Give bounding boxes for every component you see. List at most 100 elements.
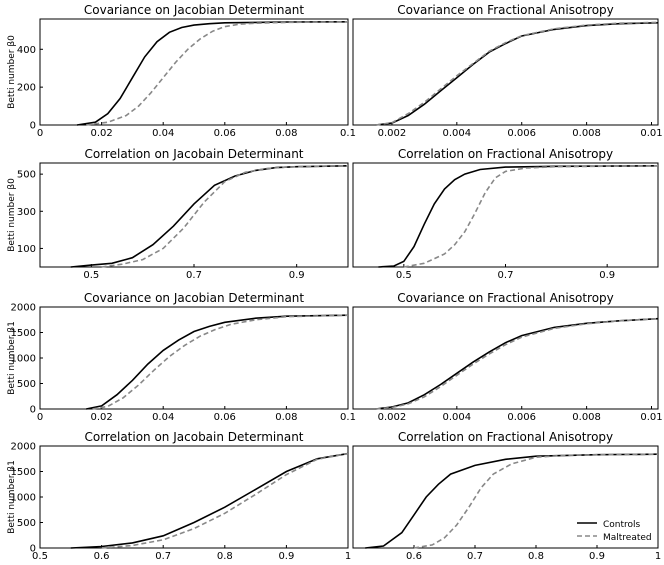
panel-title: Covariance on Fractional Anisotropy — [397, 3, 614, 17]
x-tick-label: 0.01 — [640, 412, 662, 423]
x-tick-label: 0.02 — [90, 128, 112, 139]
x-tick-label: 0.9 — [589, 551, 605, 562]
x-tick-label: 0.006 — [507, 128, 536, 139]
x-tick-label: 0.1 — [340, 412, 356, 423]
panel-7: Correlation on Jacobain Determinant 0.5 0.… — [7, 430, 351, 562]
y-tick-label: 1500 — [11, 328, 36, 339]
x-tick-label: 0.006 — [507, 412, 536, 423]
y-tick-label: 2000 — [11, 303, 36, 314]
y-tick-label: 0 — [30, 405, 36, 416]
series-maltreated-line — [101, 452, 349, 549]
x-tick-label: 0.04 — [152, 128, 174, 139]
plot-frame — [39, 18, 349, 126]
series-controls-line — [70, 452, 349, 549]
legend-maltreated-label: Maltreated — [603, 533, 652, 543]
plot-frame — [352, 306, 659, 410]
plot-frame — [39, 445, 349, 549]
y-tick-label: 200 — [17, 83, 36, 94]
panel-4: Correlation on Fractional Anisotropy 0.5 0… — [352, 147, 659, 281]
x-tick-label: 0.1 — [340, 128, 356, 139]
y-tick-label: 2000 — [11, 442, 36, 453]
series-maltreated-line — [86, 21, 349, 126]
panel-title: Covariance on Fractional Anisotropy — [397, 291, 614, 305]
x-tick-label: 0.5 — [32, 551, 48, 562]
plot-frame — [39, 162, 349, 268]
panel-8: Correlation on Fractional Anisotropy 0.6 0… — [352, 430, 661, 562]
x-tick-label: 0.8 — [528, 551, 544, 562]
x-tick-label: 0.008 — [572, 128, 601, 139]
series-controls-line — [70, 165, 349, 268]
plot-frame — [352, 162, 659, 268]
x-tick-label: 0.9 — [278, 551, 294, 562]
series-maltreated-line — [375, 21, 659, 126]
series-maltreated-line — [403, 165, 659, 268]
plot-frame — [39, 306, 349, 410]
x-tick-label: 0.7 — [186, 270, 202, 281]
y-tick-label: 0 — [30, 544, 36, 555]
x-tick-label: 0.002 — [378, 412, 407, 423]
series-maltreated-line — [101, 165, 349, 268]
x-tick-label: 0.5 — [83, 270, 99, 281]
panel-title: Correlation on Jacobain Determinant — [84, 430, 303, 444]
x-tick-label: 0.6 — [406, 551, 422, 562]
x-tick-label: 1 — [345, 551, 351, 562]
x-tick-label: 1 — [655, 551, 661, 562]
y-axis-label: Betti number β1 — [7, 460, 17, 534]
y-tick-label: 100 — [17, 244, 36, 255]
series-controls-line — [76, 21, 349, 126]
series-controls-line — [378, 165, 659, 268]
x-tick-label: 0.9 — [289, 270, 305, 281]
x-tick-label: 0.06 — [214, 128, 236, 139]
x-tick-label: 0.002 — [378, 128, 407, 139]
plot-frame — [352, 18, 659, 126]
series-maltreated-line — [413, 453, 659, 549]
x-tick-label: 0 — [37, 128, 43, 139]
y-tick-label: 0 — [30, 121, 36, 132]
series-controls-line — [86, 314, 349, 410]
x-tick-label: 0.04 — [152, 412, 174, 423]
panel-3: Correlation on Jacobain Determinant 0.5 0.… — [7, 147, 349, 281]
x-tick-label: 0.02 — [90, 412, 112, 423]
x-tick-label: 0.008 — [572, 412, 601, 423]
panel-6: Covariance on Fractional Anisotropy 0.002… — [352, 291, 663, 423]
panel-5: Covariance on Jacobian Determinant 0 0.02 0… — [7, 291, 356, 423]
series-controls-line — [375, 317, 659, 410]
panel-title: Correlation on Fractional Anisotropy — [398, 147, 613, 161]
series-controls-line — [375, 22, 659, 126]
x-tick-label: 0.7 — [467, 551, 483, 562]
x-tick-label: 0.06 — [214, 412, 236, 423]
panel-2: Covariance on Fractional Anisotropy 0.002… — [352, 3, 663, 139]
y-tick-label: 500 — [17, 518, 36, 529]
y-tick-label: 500 — [17, 170, 36, 181]
y-axis-label: Betti number β0 — [7, 178, 17, 252]
x-tick-label: 0.004 — [443, 412, 472, 423]
x-tick-label: 0.9 — [599, 270, 615, 281]
panel-1: Covariance on Jacobian Determinant 0 0.02 0… — [7, 3, 356, 139]
x-tick-label: 0.08 — [275, 128, 297, 139]
x-tick-label: 0.7 — [155, 551, 171, 562]
y-tick-label: 500 — [17, 379, 36, 390]
x-tick-label: 0.5 — [396, 270, 412, 281]
x-tick-label: 0 — [37, 412, 43, 423]
x-tick-label: 0.7 — [498, 270, 514, 281]
y-tick-label: 300 — [17, 207, 36, 218]
x-tick-label: 0.08 — [275, 412, 297, 423]
plot-frame — [352, 445, 659, 549]
y-tick-label: 400 — [17, 45, 36, 56]
series-maltreated-line — [375, 317, 659, 410]
x-tick-label: 0.01 — [640, 128, 662, 139]
y-axis-label: Betti number β1 — [7, 321, 17, 395]
x-tick-label: 0.8 — [217, 551, 233, 562]
series-maltreated-line — [92, 314, 349, 410]
x-tick-label: 0.6 — [94, 551, 110, 562]
panel-title: Correlation on Fractional Anisotropy — [398, 430, 613, 444]
panel-title: Correlation on Jacobain Determinant — [84, 147, 303, 161]
legend: Controls Maltreated — [577, 520, 652, 543]
panels-layer: Covariance on Jacobian Determinant 0 0.02 0… — [7, 3, 663, 562]
x-tick-label: 0.004 — [443, 128, 472, 139]
panel-title: Covariance on Jacobian Determinant — [84, 291, 305, 305]
y-tick-label: 1000 — [11, 354, 36, 365]
y-axis-label: Betti number β0 — [7, 35, 17, 109]
y-tick-label: 1500 — [11, 467, 36, 478]
